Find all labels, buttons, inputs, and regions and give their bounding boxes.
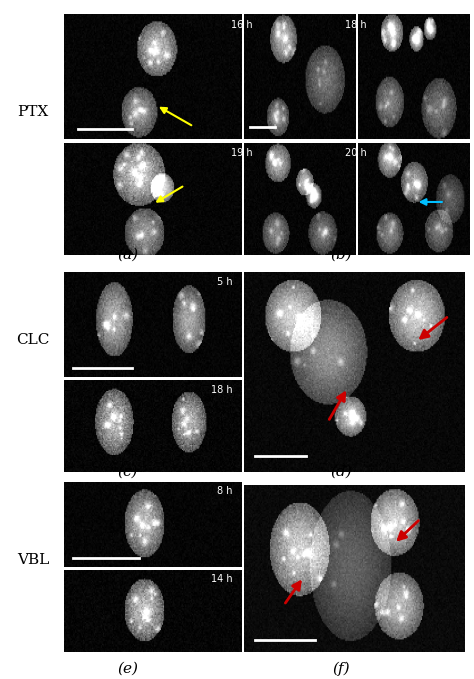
Text: 19 h: 19 h (231, 148, 253, 158)
Text: (b): (b) (330, 247, 352, 261)
Text: 8 h: 8 h (218, 486, 233, 496)
Text: 18 h: 18 h (345, 20, 367, 30)
Text: (f): (f) (332, 661, 350, 676)
Text: (c): (c) (118, 464, 138, 479)
Text: (e): (e) (118, 661, 138, 676)
Text: (a): (a) (118, 247, 138, 261)
Text: PTX: PTX (18, 105, 49, 119)
Text: 20 h: 20 h (345, 148, 367, 158)
Text: (d): (d) (330, 464, 352, 479)
Text: 16 h: 16 h (231, 20, 253, 30)
Text: VBL: VBL (17, 553, 49, 567)
Text: 14 h: 14 h (211, 574, 233, 585)
Text: CLC: CLC (17, 333, 50, 346)
Text: 18 h: 18 h (211, 385, 233, 394)
Text: 5 h: 5 h (217, 277, 233, 287)
